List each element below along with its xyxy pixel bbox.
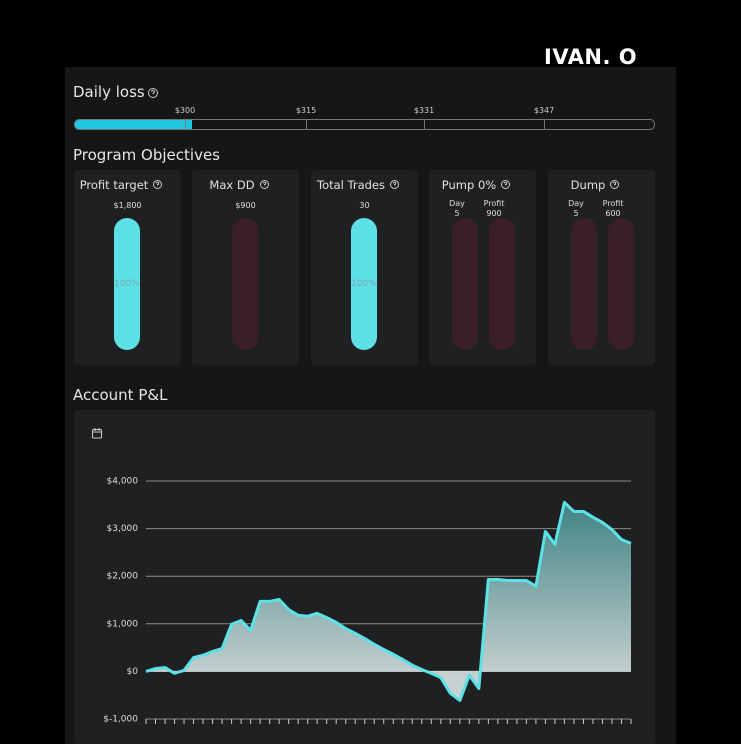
column-value: 5 [573, 209, 579, 218]
y-tick-label: $4,000 [107, 477, 139, 487]
pnl-title: Account P&L [73, 386, 168, 404]
card-title: Total Trades [305, 178, 412, 192]
y-tick-label: $0 [127, 667, 139, 677]
marker-label: $347 [533, 106, 555, 115]
marker-divider [544, 120, 545, 129]
column-label: Profit [602, 199, 624, 208]
progress-pill: 100% [351, 218, 377, 350]
card-value: $1,800 [113, 201, 142, 210]
marker-divider [306, 120, 307, 129]
daily-loss-bar [74, 119, 655, 130]
progress-pill [489, 218, 515, 350]
card-title: Profit target [68, 178, 175, 192]
progress-label: 100% [114, 279, 140, 289]
card-title: Max DD [186, 178, 293, 192]
help-icon[interactable] [147, 87, 159, 99]
marker-label: $315 [295, 106, 317, 115]
column-label: Profit [483, 199, 505, 208]
brand: IVAN. O [544, 45, 638, 69]
marker-divider [424, 120, 425, 129]
help-icon[interactable] [259, 179, 270, 190]
column-value: 5 [454, 209, 460, 218]
help-icon[interactable] [500, 179, 511, 190]
help-icon[interactable] [152, 179, 163, 190]
progress-label: 100% [351, 279, 377, 289]
column-label: Day [449, 199, 465, 208]
column-label: Day [568, 199, 584, 208]
objectives-title: Program Objectives [73, 146, 220, 164]
marker-label: $300 [174, 106, 196, 115]
y-tick-label: $1,000 [107, 619, 139, 629]
progress-pill [452, 218, 478, 350]
pnl-line [145, 500, 632, 702]
column-value: 600 [605, 209, 621, 218]
card-title: Dump [542, 178, 649, 192]
objective-card [548, 170, 655, 365]
progress-pill [232, 218, 258, 350]
progress-pill: 100% [114, 218, 140, 350]
marker-divider [185, 120, 186, 129]
y-tick-label: $3,000 [107, 524, 139, 534]
marker-label: $331 [413, 106, 435, 115]
help-icon[interactable] [609, 179, 620, 190]
area [146, 502, 631, 701]
y-tick-label: $-1,000 [103, 715, 138, 725]
column-value: 900 [486, 209, 502, 218]
daily-loss-title: Daily loss [73, 83, 145, 101]
objective-card [429, 170, 536, 365]
y-tick-label: $2,000 [107, 572, 139, 582]
card-title: Pump 0% [423, 178, 530, 192]
progress-pill [608, 218, 634, 350]
progress-pill [571, 218, 597, 350]
calendar-icon[interactable] [91, 427, 103, 439]
card-value: $900 [235, 201, 256, 210]
card-value: 30 [359, 201, 370, 210]
help-icon[interactable] [389, 179, 400, 190]
